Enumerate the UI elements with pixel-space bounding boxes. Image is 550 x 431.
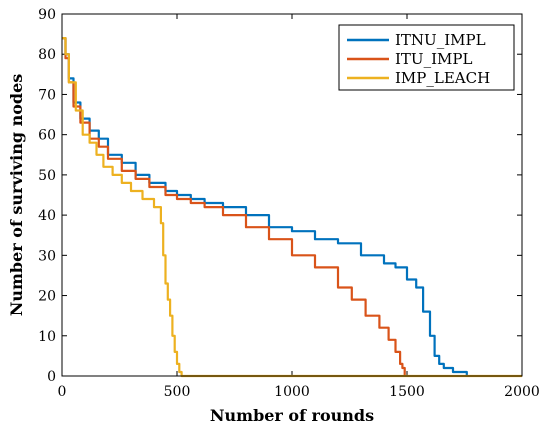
x-axis-label: Number of rounds (210, 406, 374, 425)
x-tick-label: 2000 (504, 384, 540, 400)
y-tick-label: 10 (38, 329, 56, 345)
y-tick-label: 0 (47, 369, 56, 385)
y-tick-label: 60 (38, 128, 56, 144)
y-tick-label: 50 (38, 168, 56, 184)
legend-entry-label: ITU_IMPL (395, 50, 472, 68)
plot-frame (61, 13, 523, 377)
y-tick-label: 20 (38, 289, 56, 305)
legend-entry-label: ITNU_IMPL (395, 31, 486, 49)
axis-tick-labels: 0 500 1000 1500 2000 0 10 20 30 40 50 60 70 80 90 (38, 7, 540, 400)
y-tick-label: 70 (38, 87, 56, 103)
series-line-itu_impl (62, 37, 406, 376)
y-tick-label: 40 (38, 208, 56, 224)
series-line-imp_leach (62, 37, 522, 378)
x-tick-label: 1000 (274, 384, 310, 400)
y-tick-label: 80 (38, 47, 56, 63)
series-lines (62, 37, 522, 378)
x-tick-label: 500 (164, 384, 191, 400)
legend-entry-label: IMP_LEACH (395, 69, 490, 87)
axes-box (61, 13, 523, 377)
series-line-itnu_impl (62, 37, 468, 376)
x-tick-label: 0 (58, 384, 67, 400)
y-axis-label: Number of surviving nodes (7, 74, 26, 317)
y-tick-label: 30 (38, 248, 56, 264)
y-tick-label: 90 (38, 7, 56, 23)
x-tick-label: 1500 (389, 384, 425, 400)
